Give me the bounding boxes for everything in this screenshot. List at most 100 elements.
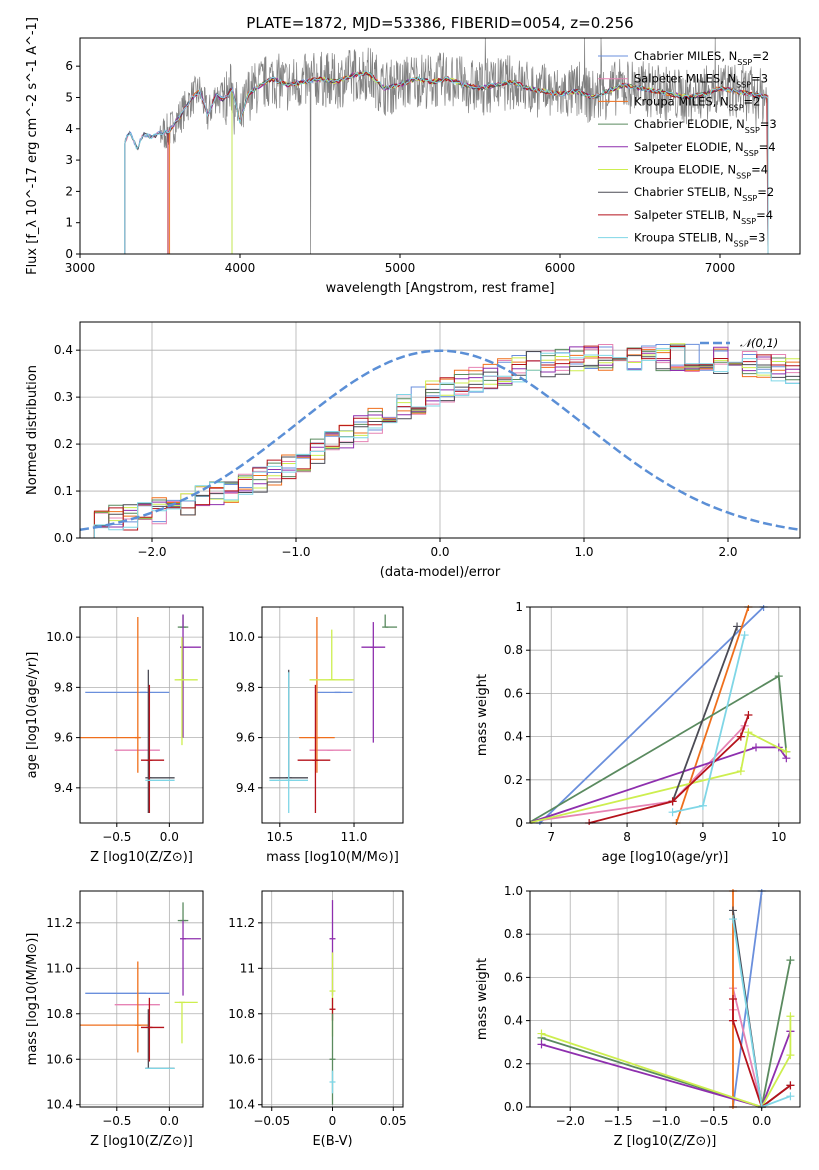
residuals-xtick-label: 1.0: [574, 545, 593, 559]
weight-vs-age-series: [668, 631, 749, 817]
age-vs-mass-ytick-label: 9.4: [236, 781, 255, 795]
residuals-histogram: [80, 344, 800, 538]
mass-vs-Z-ytick-label: 10.6: [46, 1052, 73, 1066]
residuals-xlabel: (data-model)/error: [380, 565, 501, 580]
legend-label: Chabrier STELIB, NSSP=2: [634, 185, 774, 203]
spectrum-xtick-label: 3000: [65, 261, 96, 275]
spectrum-ylabel: Flux [f_λ 10^-17 erg cm^-2 s^-1 A^-1]: [25, 17, 40, 275]
legend-label: Chabrier MILES, NSSP=2: [634, 49, 769, 67]
weight-vs-Z-xtick-label: −1.5: [604, 1114, 633, 1128]
legend-label: Salpeter STELIB, NSSP=4: [634, 208, 773, 226]
residuals-xtick-label: −1.0: [281, 545, 310, 559]
series-line: [732, 890, 763, 1108]
series-marker: [744, 728, 753, 737]
residuals-ytick-label: 0.3: [54, 390, 73, 404]
residuals-xtick-label: 0.0: [430, 545, 449, 559]
age-vs-Z-point: [145, 669, 175, 813]
residuals-axes: [80, 322, 800, 539]
weight-vs-age-border: [529, 606, 801, 824]
mass-vs-ebv-frame: −0.05 0 0.05 10.4 10.6 10.8 11 11.2 E(B-V): [228, 890, 407, 1149]
mass-vs-Z-xtick-label: −0.5: [102, 1114, 131, 1128]
mass-vs-Z-border: [79, 890, 204, 1108]
series-marker: [786, 1081, 795, 1090]
weight-vs-age-xtick-label: 8: [623, 830, 631, 844]
mass-vs-Z-ytick-label: 11.2: [46, 916, 73, 930]
age-vs-Z-ytick-label: 9.4: [54, 781, 73, 795]
series-line: [539, 606, 765, 824]
residuals-frame: −2.0 −1.0 0.0 1.0 2.0 0.0 0.1 0.2 0.3 0.4 (data-mo…: [25, 321, 801, 580]
weight-vs-Z-xtick-label: −2.0: [556, 1114, 585, 1128]
mass-vs-Z-point: [180, 920, 201, 996]
series-marker: [786, 1012, 795, 1021]
weight-vs-age-ytick-label: 0.4: [504, 730, 523, 744]
weight-vs-Z-ytick-label: 1.0: [504, 884, 523, 898]
age-vs-mass-xtick-label: 10.5: [266, 830, 293, 844]
series-line: [732, 999, 791, 1109]
residuals-histogram: [80, 343, 800, 538]
mass-vs-Z-xtick-label: 0.0: [160, 1114, 179, 1128]
residuals-histogram: [80, 347, 800, 538]
series-marker: [786, 1051, 795, 1060]
age-vs-mass-ytick-label: 10.0: [228, 630, 255, 644]
weight-vs-Z-xtick-label: −1.0: [651, 1114, 680, 1128]
weight-vs-Z-xtick-label: −0.5: [699, 1114, 728, 1128]
weight-vs-Z-ytick-label: 0.2: [504, 1057, 523, 1071]
weight-vs-Z-plot-area: [530, 891, 800, 1107]
age-vs-mass-axes: [262, 607, 403, 823]
mass-vs-ebv-ytick-label: 11: [240, 961, 255, 975]
mass-vs-Z-ylabel: mass [log10(M/M⊙)]: [25, 933, 40, 1066]
spectrum-frame: 3000 4000 5000 6000 7000 0 1 2 3 4 5 6 wavelength [A…: [25, 17, 801, 296]
legend-label: 𝒩(0,1): [740, 336, 778, 350]
residuals-ylabel: Normed distribution: [25, 365, 40, 495]
weight-vs-Z-ytick-label: 0.0: [504, 1100, 523, 1114]
mass-vs-Z-point: [80, 961, 149, 1053]
age-vs-Z-point: [180, 614, 201, 738]
legend-label: Kroupa ELODIE, NSSP=4: [634, 163, 768, 181]
spectrum-border: [79, 37, 801, 255]
age-vs-mass-point: [297, 684, 331, 813]
series-marker: [744, 711, 753, 719]
spectrum-ytick-label: 3: [65, 153, 73, 167]
age-vs-mass-xlabel: mass [log10(M/M⊙)]: [266, 850, 399, 865]
age-vs-Z-frame: −0.5 0.0 9.4 9.6 9.8 10.0 Z [log10(Z/Z⊙)] age […: [25, 606, 204, 865]
weight-vs-Z-border: [529, 890, 801, 1108]
series-line: [530, 746, 788, 824]
residuals-legend: 𝒩(0,1): [700, 336, 778, 350]
weight-vs-Z-ytick-label: 0.6: [504, 970, 523, 984]
weight-vs-age-plot-area: [530, 607, 800, 823]
mass-vs-ebv-xtick-label: −0.05: [253, 1114, 290, 1128]
age-vs-Z-point: [174, 637, 198, 746]
age-vs-mass-point: [361, 622, 386, 743]
age-vs-mass-point: [309, 629, 355, 681]
weight-vs-age-xtick-label: 9: [699, 830, 707, 844]
age-vs-mass-frame: 10.5 11.0 9.4 9.6 9.8 10.0 mass [log10(M/M⊙)]: [228, 606, 404, 865]
spectrum-ytick-label: 1: [65, 216, 73, 230]
mass-vs-ebv-ytick-label: 10.8: [228, 1007, 255, 1021]
mass-vs-Z-ytick-label: 10.8: [46, 1007, 73, 1021]
spectrum-model-line: [124, 70, 769, 254]
mass-vs-ebv-axes: [262, 891, 403, 1107]
spectrum-xtick-label: 4000: [225, 261, 256, 275]
spectrum-xtick-label: 6000: [545, 261, 576, 275]
age-vs-mass-point: [382, 614, 398, 628]
mass-vs-Z-ytick-label: 11.0: [46, 961, 73, 975]
age-vs-mass-ytick-label: 9.8: [236, 680, 255, 694]
age-vs-Z-plot-area: [80, 607, 203, 823]
age-vs-Z-axes: [80, 607, 203, 823]
weight-vs-age-xtick-label: 10: [771, 830, 786, 844]
age-vs-mass-border: [261, 606, 404, 824]
series-marker: [782, 747, 791, 756]
series-marker: [733, 622, 742, 631]
mass-vs-ebv-ytick-label: 10.6: [228, 1052, 255, 1066]
series-line: [671, 626, 738, 802]
weight-vs-Z-ylabel: mass weight: [475, 958, 490, 1040]
mass-vs-ebv-xtick-label: 0: [329, 1114, 337, 1128]
mass-vs-Z-point: [174, 1001, 198, 1044]
age-vs-Z-ytick-label: 9.6: [54, 731, 73, 745]
spectrum-ytick-label: 0: [65, 247, 73, 261]
residuals-xtick-label: −2.0: [137, 545, 166, 559]
age-vs-Z-xlabel: Z [log10(Z/Z⊙)]: [90, 850, 193, 865]
series-marker: [537, 1029, 546, 1038]
figure-title: PLATE=1872, MJD=53386, FIBERID=0054, z=0…: [246, 14, 633, 32]
